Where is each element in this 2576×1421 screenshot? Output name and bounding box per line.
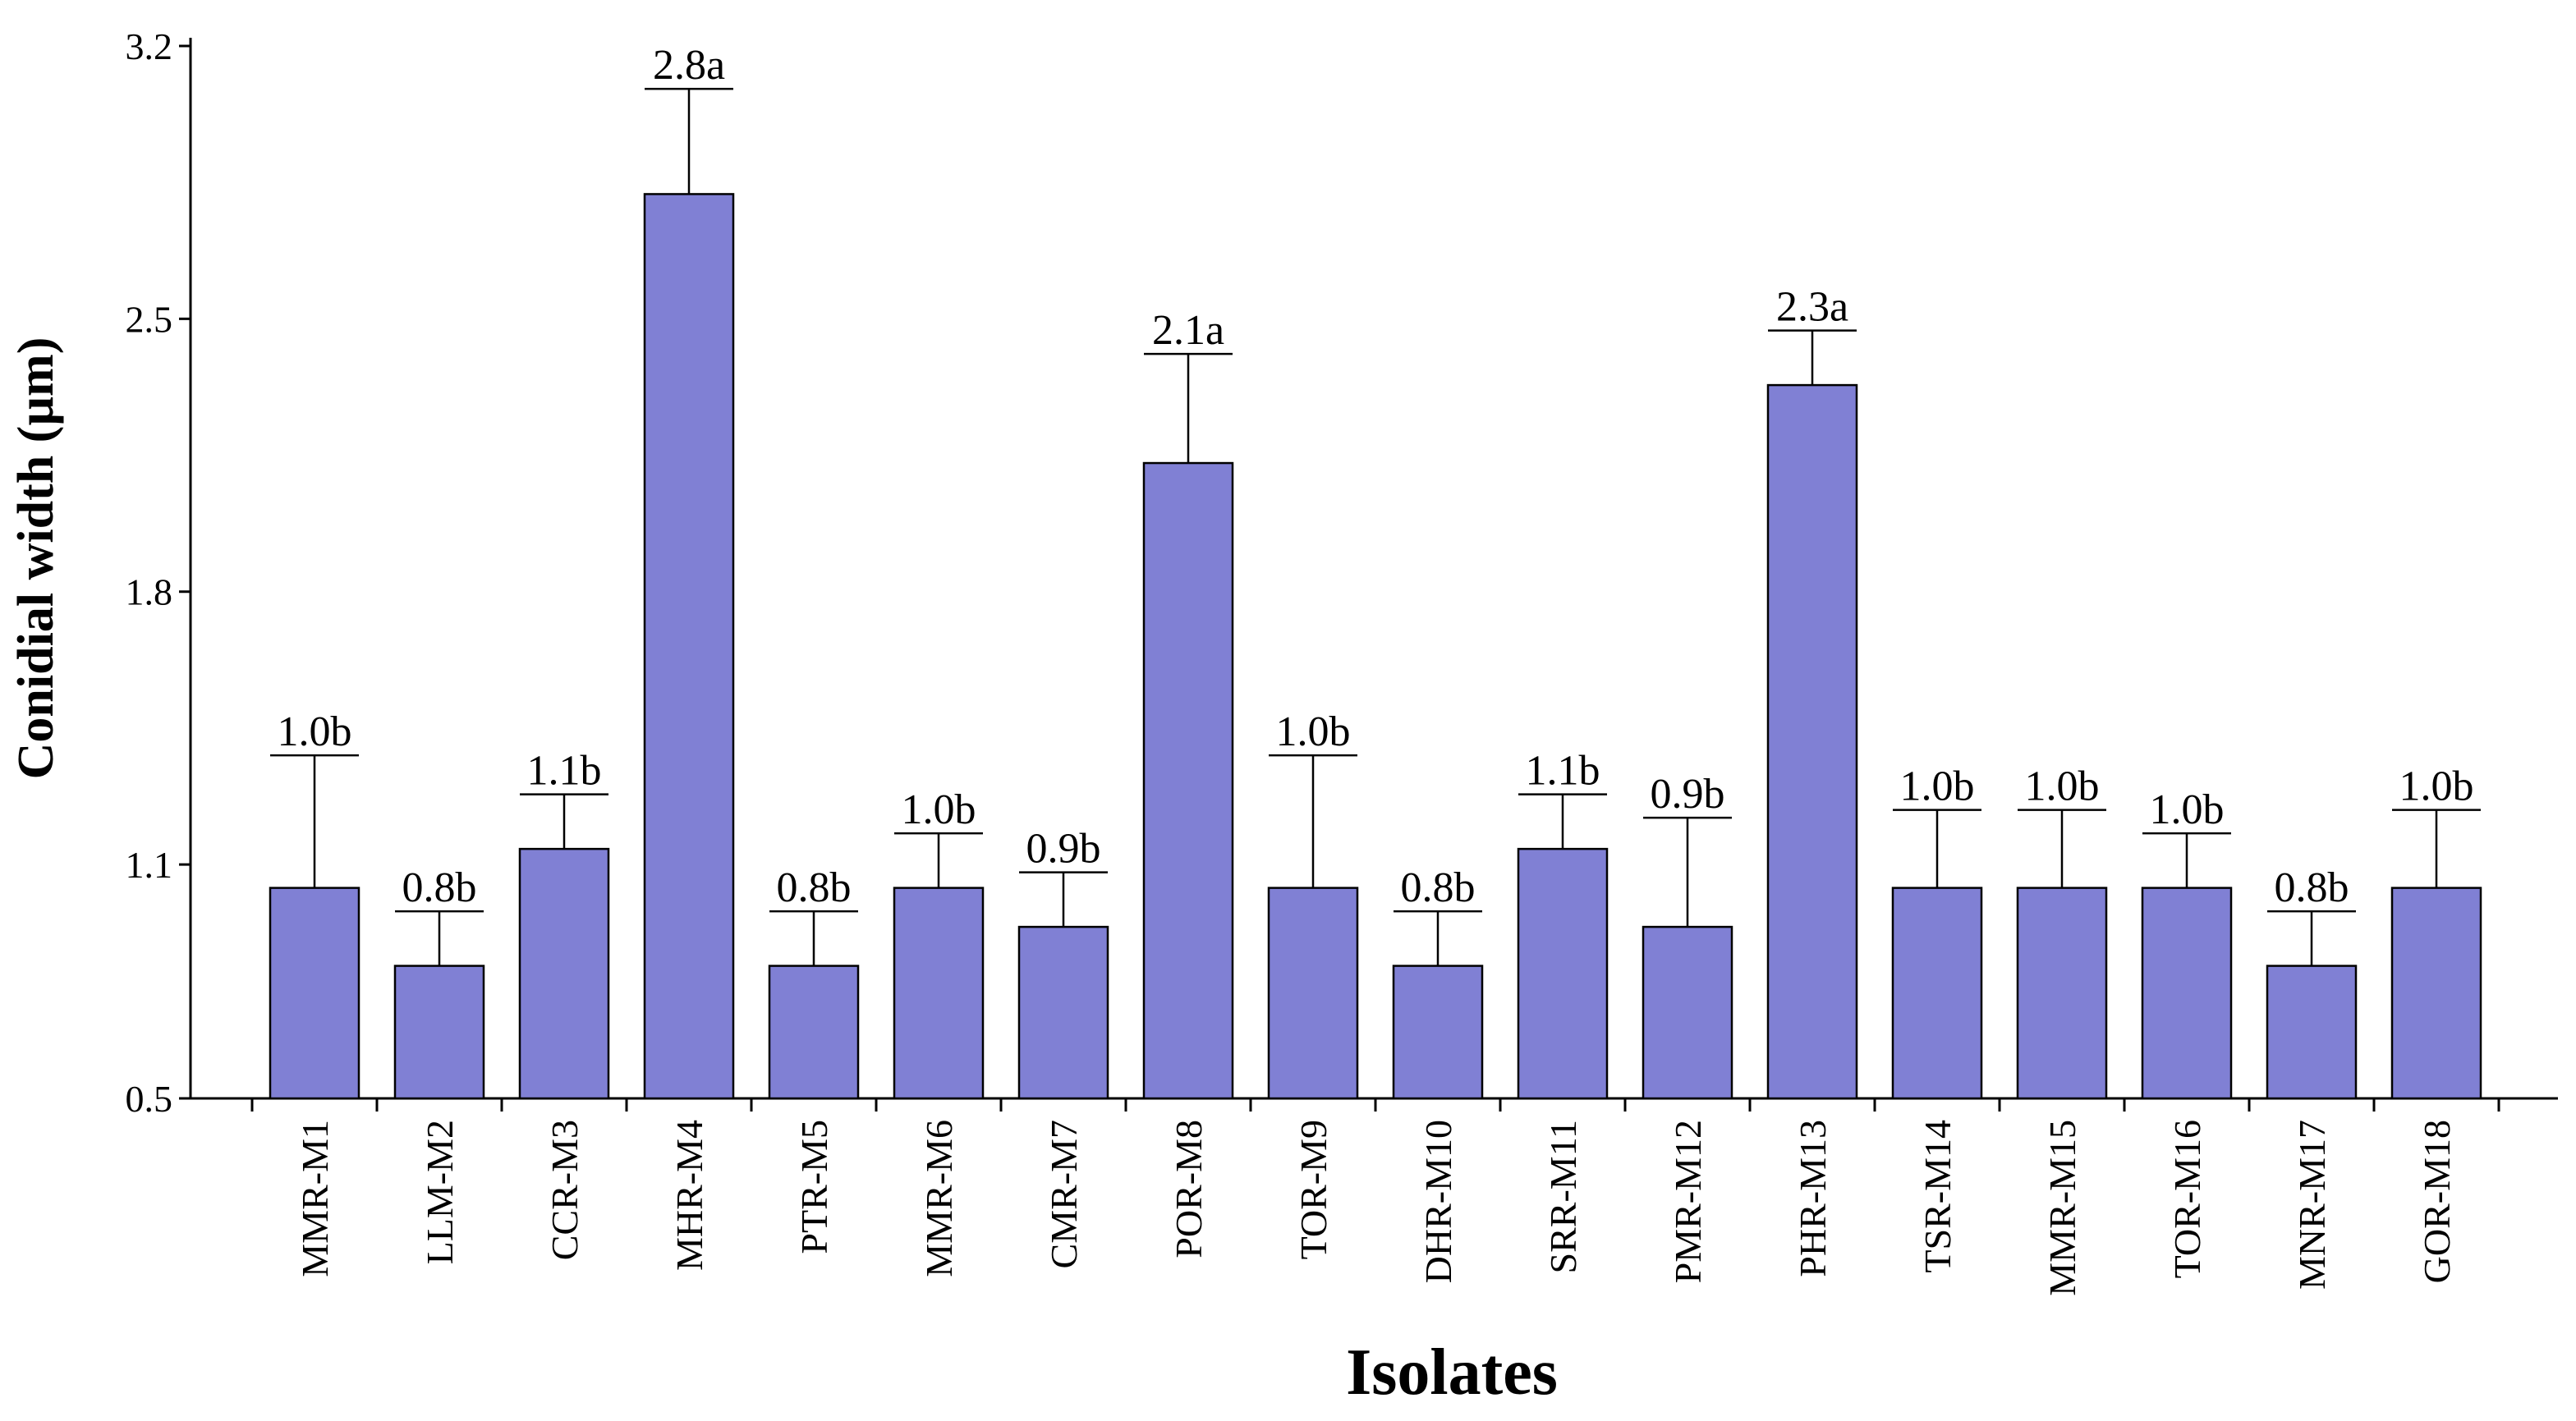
data-label: 0.9b: [1651, 771, 1725, 818]
data-labels: 1.0b 0.8b 1.1b 2.8a 0.8b 1.0b 0.9b 2.1a 1.0b 0.8b…: [278, 42, 2474, 911]
data-label: 1.0b: [2025, 763, 2100, 810]
bar: [1642, 925, 1733, 1100]
y-tick-label: 0.5: [126, 1078, 173, 1120]
y-tick-label: 1.1: [126, 844, 173, 886]
data-label: 1.0b: [2150, 786, 2225, 833]
category-label: GOR-M18: [2416, 1120, 2458, 1283]
category-label: PTR-M5: [793, 1120, 835, 1254]
bar: [2266, 965, 2358, 1100]
bar: [269, 887, 360, 1100]
category-label: TSR-M14: [1917, 1120, 1958, 1273]
y-tick-label: 1.8: [126, 571, 173, 613]
category-label: CMR-M7: [1043, 1120, 1085, 1268]
bar: [1891, 887, 1983, 1100]
category-label: DHR-M10: [1417, 1120, 1459, 1283]
data-label: 0.8b: [402, 864, 477, 911]
bar: [1766, 383, 1858, 1100]
bar: [2141, 887, 2233, 1100]
category-label: MMR-M1: [294, 1120, 336, 1277]
category-label: MMR-M15: [2041, 1120, 2083, 1296]
data-label: 2.1a: [1152, 307, 1224, 354]
category-label: POR-M8: [1168, 1120, 1210, 1258]
data-label: 1.0b: [1276, 708, 1351, 755]
data-label: 1.0b: [278, 708, 352, 755]
bars: [269, 193, 2482, 1100]
y-axis-title: Conidial width (µm): [8, 337, 64, 780]
bar: [1517, 847, 1609, 1100]
category-label: PHR-M13: [1792, 1120, 1834, 1277]
bar: [1392, 965, 1484, 1100]
category-label: SRR-M11: [1542, 1120, 1584, 1273]
data-label: 1.1b: [1526, 748, 1600, 795]
category-label: MMR-M6: [918, 1120, 960, 1277]
data-label: 0.8b: [2275, 864, 2349, 911]
y-axis: 0.5 1.1 1.8 2.5 3.2: [126, 25, 192, 1120]
data-label: 0.8b: [777, 864, 852, 911]
bar: [893, 887, 985, 1100]
x-axis-title: Isolates: [1346, 1336, 1558, 1409]
category-label: MNR-M17: [2291, 1120, 2333, 1290]
data-label: 1.0b: [2399, 763, 2474, 810]
bar: [643, 193, 735, 1100]
data-label: 2.3a: [1776, 284, 1848, 331]
category-labels: MMR-M1 LLM-M2 CCR-M3 MHR-M4 PTR-M5 MMR-M6 CMR-…: [294, 1120, 2458, 1296]
y-tick-label: 3.2: [126, 25, 173, 67]
data-label: 1.0b: [902, 786, 976, 833]
data-label: 1.1b: [527, 748, 602, 795]
category-label: CCR-M3: [544, 1120, 585, 1260]
category-label: MHR-M4: [668, 1120, 710, 1271]
bar: [1017, 925, 1109, 1100]
bar: [2390, 887, 2482, 1100]
error-bars: [270, 87, 2481, 966]
data-label: 0.9b: [1026, 826, 1101, 873]
category-label: LLM-M2: [419, 1120, 461, 1264]
bar: [393, 965, 485, 1100]
bar: [768, 965, 860, 1100]
bar: [518, 847, 610, 1100]
category-label: PMR-M12: [1667, 1120, 1709, 1283]
x-axis: [191, 1097, 2558, 1112]
category-label: TOR-M16: [2166, 1120, 2208, 1278]
data-label: 0.8b: [1401, 864, 1476, 911]
bar: [1142, 461, 1234, 1100]
y-tick-label: 2.5: [126, 298, 173, 340]
data-label: 1.0b: [1900, 763, 1975, 810]
bar: [2016, 887, 2108, 1100]
category-label: TOR-M9: [1293, 1120, 1334, 1259]
bar: [1267, 887, 1359, 1100]
data-label: 2.8a: [653, 42, 725, 89]
